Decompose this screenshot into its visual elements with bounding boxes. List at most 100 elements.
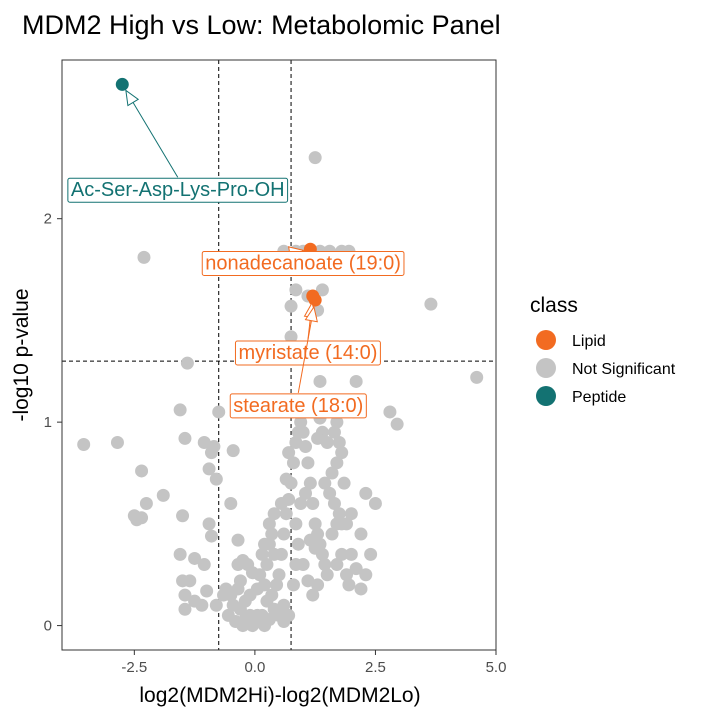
data-point: [277, 598, 291, 612]
data-point: [308, 541, 322, 555]
annotation-text: myristate (14:0): [238, 342, 377, 364]
legend-label: Not Significant: [572, 361, 676, 378]
data-point: [306, 588, 320, 602]
data-point: [313, 374, 327, 388]
data-point: [135, 511, 149, 525]
data-point: [340, 517, 354, 531]
data-point: [284, 299, 298, 313]
x-axis-title: log2(MDM2Hi)-log2(MDM2Lo): [139, 684, 420, 707]
data-point: [265, 588, 279, 602]
data-point: [176, 509, 190, 523]
data-point: [315, 283, 329, 297]
data-point: [115, 77, 129, 91]
data-point: [282, 608, 296, 622]
data-point: [299, 486, 313, 500]
data-point: [289, 558, 303, 572]
annotation-box: [67, 177, 289, 203]
data-point: [284, 330, 298, 344]
data-point: [344, 547, 358, 561]
data-point: [323, 486, 337, 500]
data-point: [364, 547, 378, 561]
y-tick-label: 1: [44, 414, 52, 431]
data-point: [209, 472, 223, 486]
y-axis-title: -log10 p-value: [10, 288, 33, 421]
data-point: [183, 574, 197, 588]
data-point: [188, 551, 202, 565]
data-point: [320, 568, 334, 582]
data-point: [325, 466, 339, 480]
data-point: [289, 283, 303, 297]
data-point: [265, 527, 279, 541]
data-point: [272, 568, 286, 582]
annotation-arrowhead: [304, 305, 318, 323]
data-point: [301, 574, 315, 588]
data-point: [330, 415, 344, 429]
data-point: [180, 356, 194, 370]
data-point: [277, 527, 291, 541]
annotation-text: nonadecanoate (19:0): [205, 252, 401, 274]
data-point: [368, 497, 382, 511]
data-point: [335, 446, 349, 460]
y-tick-label: 2: [44, 211, 52, 228]
data-point: [195, 598, 209, 612]
data-point: [212, 405, 226, 419]
data-point: [359, 568, 373, 582]
chart-title: MDM2 High vs Low: Metabolomic Panel: [22, 10, 501, 40]
legend-label: Peptide: [572, 389, 626, 406]
data-point: [330, 558, 344, 572]
data-point: [332, 435, 346, 449]
legend-label: Lipid: [572, 333, 606, 350]
data-point: [424, 297, 438, 311]
data-point: [226, 444, 240, 458]
data-point: [258, 578, 272, 592]
annotation-connector: [125, 90, 179, 178]
x-tick-label: 2.5: [365, 659, 386, 676]
annotation-text: stearate (18:0): [233, 395, 363, 417]
data-point: [110, 435, 124, 449]
data-point: [294, 415, 308, 429]
data-point: [383, 405, 397, 419]
data-point: [470, 370, 484, 384]
data-point: [286, 456, 300, 470]
data-point: [204, 529, 218, 543]
data-point: [173, 547, 187, 561]
x-tick-label: 5.0: [486, 659, 507, 676]
data-point: [330, 456, 344, 470]
data-point: [178, 588, 192, 602]
data-point: [308, 517, 322, 531]
data-point: [318, 558, 332, 572]
data-point: [296, 425, 310, 439]
data-point: [308, 151, 322, 165]
annotation-box: [229, 393, 367, 419]
data-point: [337, 476, 351, 490]
annotation-label: stearate (18:0): [229, 393, 367, 419]
legend-key: [536, 330, 556, 350]
annotation-label: nonadecanoate (19:0): [201, 250, 405, 276]
data-point: [139, 497, 153, 511]
legend: class Lipid Not Significant Peptide: [530, 294, 676, 406]
data-point: [349, 374, 363, 388]
data-point: [332, 507, 346, 521]
annotation-connector: [297, 306, 315, 393]
data-point: [354, 527, 368, 541]
data-point: [340, 568, 354, 582]
data-point: [270, 578, 284, 592]
data-point: [267, 507, 281, 521]
data-point: [390, 417, 404, 431]
data-point: [299, 440, 313, 454]
data-point: [178, 431, 192, 445]
plot-area: Ac-Ser-Asp-Lys-Pro-OH nonadecanoate (19:0…: [44, 59, 507, 676]
data-point: [262, 517, 276, 531]
x-tick-label: 0.0: [244, 659, 265, 676]
data-point: [231, 533, 245, 547]
legend-title: class: [530, 294, 578, 317]
annotation-box: [201, 250, 405, 276]
data-point: [200, 584, 214, 598]
data-point: [156, 488, 170, 502]
annotation-text: Ac-Ser-Asp-Lys-Pro-OH: [71, 179, 285, 201]
data-point: [325, 527, 339, 541]
legend-key: [536, 386, 556, 406]
data-point: [327, 497, 341, 511]
data-point: [233, 574, 247, 588]
data-point: [291, 537, 305, 551]
